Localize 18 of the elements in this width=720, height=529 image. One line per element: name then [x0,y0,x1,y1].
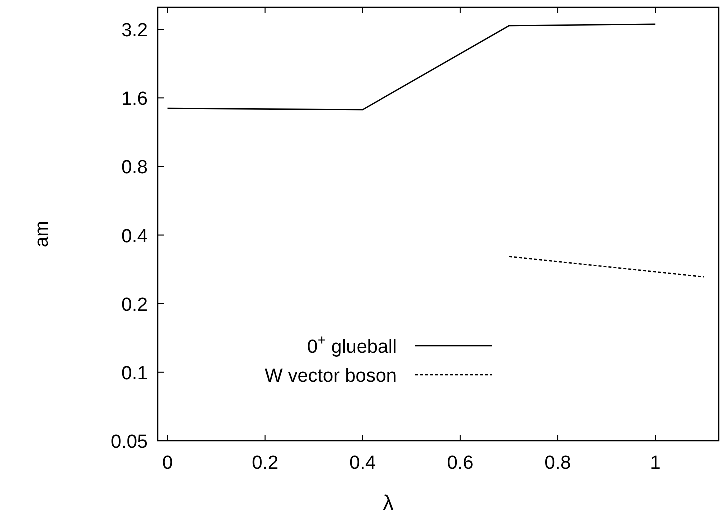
y-tick-label: 0.1 [122,363,148,384]
x-axis-title: λ [383,492,394,515]
x-tick-label: 0.8 [544,453,572,474]
x-tick-label: 0.4 [350,453,377,474]
y-tick-label: 0.4 [122,226,148,248]
y-tick-label: 0.05 [111,432,148,453]
x-tick-label: 0.6 [447,453,474,474]
legend-label: 0$^{+}$ glueball [307,333,397,358]
x-tick-label: 0.2 [252,453,279,474]
y-tick-label: 3.2 [122,20,148,42]
y-tick-label: 0.8 [122,158,148,179]
line-series [167,24,656,111]
y-axis-title: am [32,221,53,248]
x-tick-label: 0 [162,453,174,474]
legend-label: W vector boson [265,366,397,387]
x-tick-label: 1 [650,453,661,474]
y-tick-label: 0.2 [122,294,148,316]
y-tick-label: 1.6 [122,89,148,110]
